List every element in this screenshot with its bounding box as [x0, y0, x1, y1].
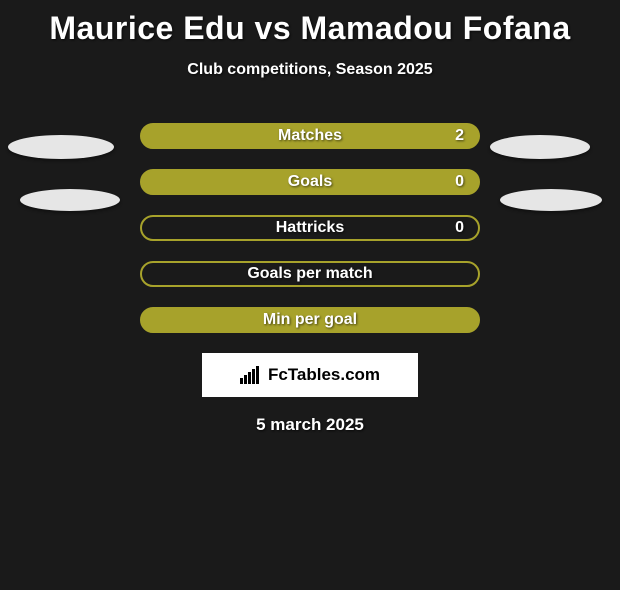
decorative-ellipse	[500, 189, 602, 211]
decorative-ellipse	[8, 135, 114, 159]
stat-row: Min per goal	[0, 307, 620, 333]
brand-text: FcTables.com	[268, 365, 380, 385]
date-text: 5 march 2025	[0, 415, 620, 435]
decorative-ellipse	[20, 189, 120, 211]
bars-icon	[240, 366, 262, 384]
stat-bar: Goals per match	[140, 261, 480, 287]
stat-label: Matches	[142, 127, 478, 145]
stat-label: Min per goal	[142, 311, 478, 329]
page-subtitle: Club competitions, Season 2025	[0, 61, 620, 79]
stat-row: Hattricks0	[0, 215, 620, 241]
stat-bar: Goals0	[140, 169, 480, 195]
stat-bar: Hattricks0	[140, 215, 480, 241]
page-title: Maurice Edu vs Mamadou Fofana	[0, 10, 620, 47]
stat-bar: Matches2	[140, 123, 480, 149]
stat-row: Goals per match	[0, 261, 620, 287]
stat-value: 2	[455, 127, 464, 145]
stat-label: Goals	[142, 173, 478, 191]
brand-box: FcTables.com	[202, 353, 418, 397]
stat-value: 0	[455, 219, 464, 237]
stat-bar: Min per goal	[140, 307, 480, 333]
stat-label: Goals per match	[142, 265, 478, 283]
decorative-ellipse	[490, 135, 590, 159]
stat-value: 0	[455, 173, 464, 191]
stat-label: Hattricks	[142, 219, 478, 237]
